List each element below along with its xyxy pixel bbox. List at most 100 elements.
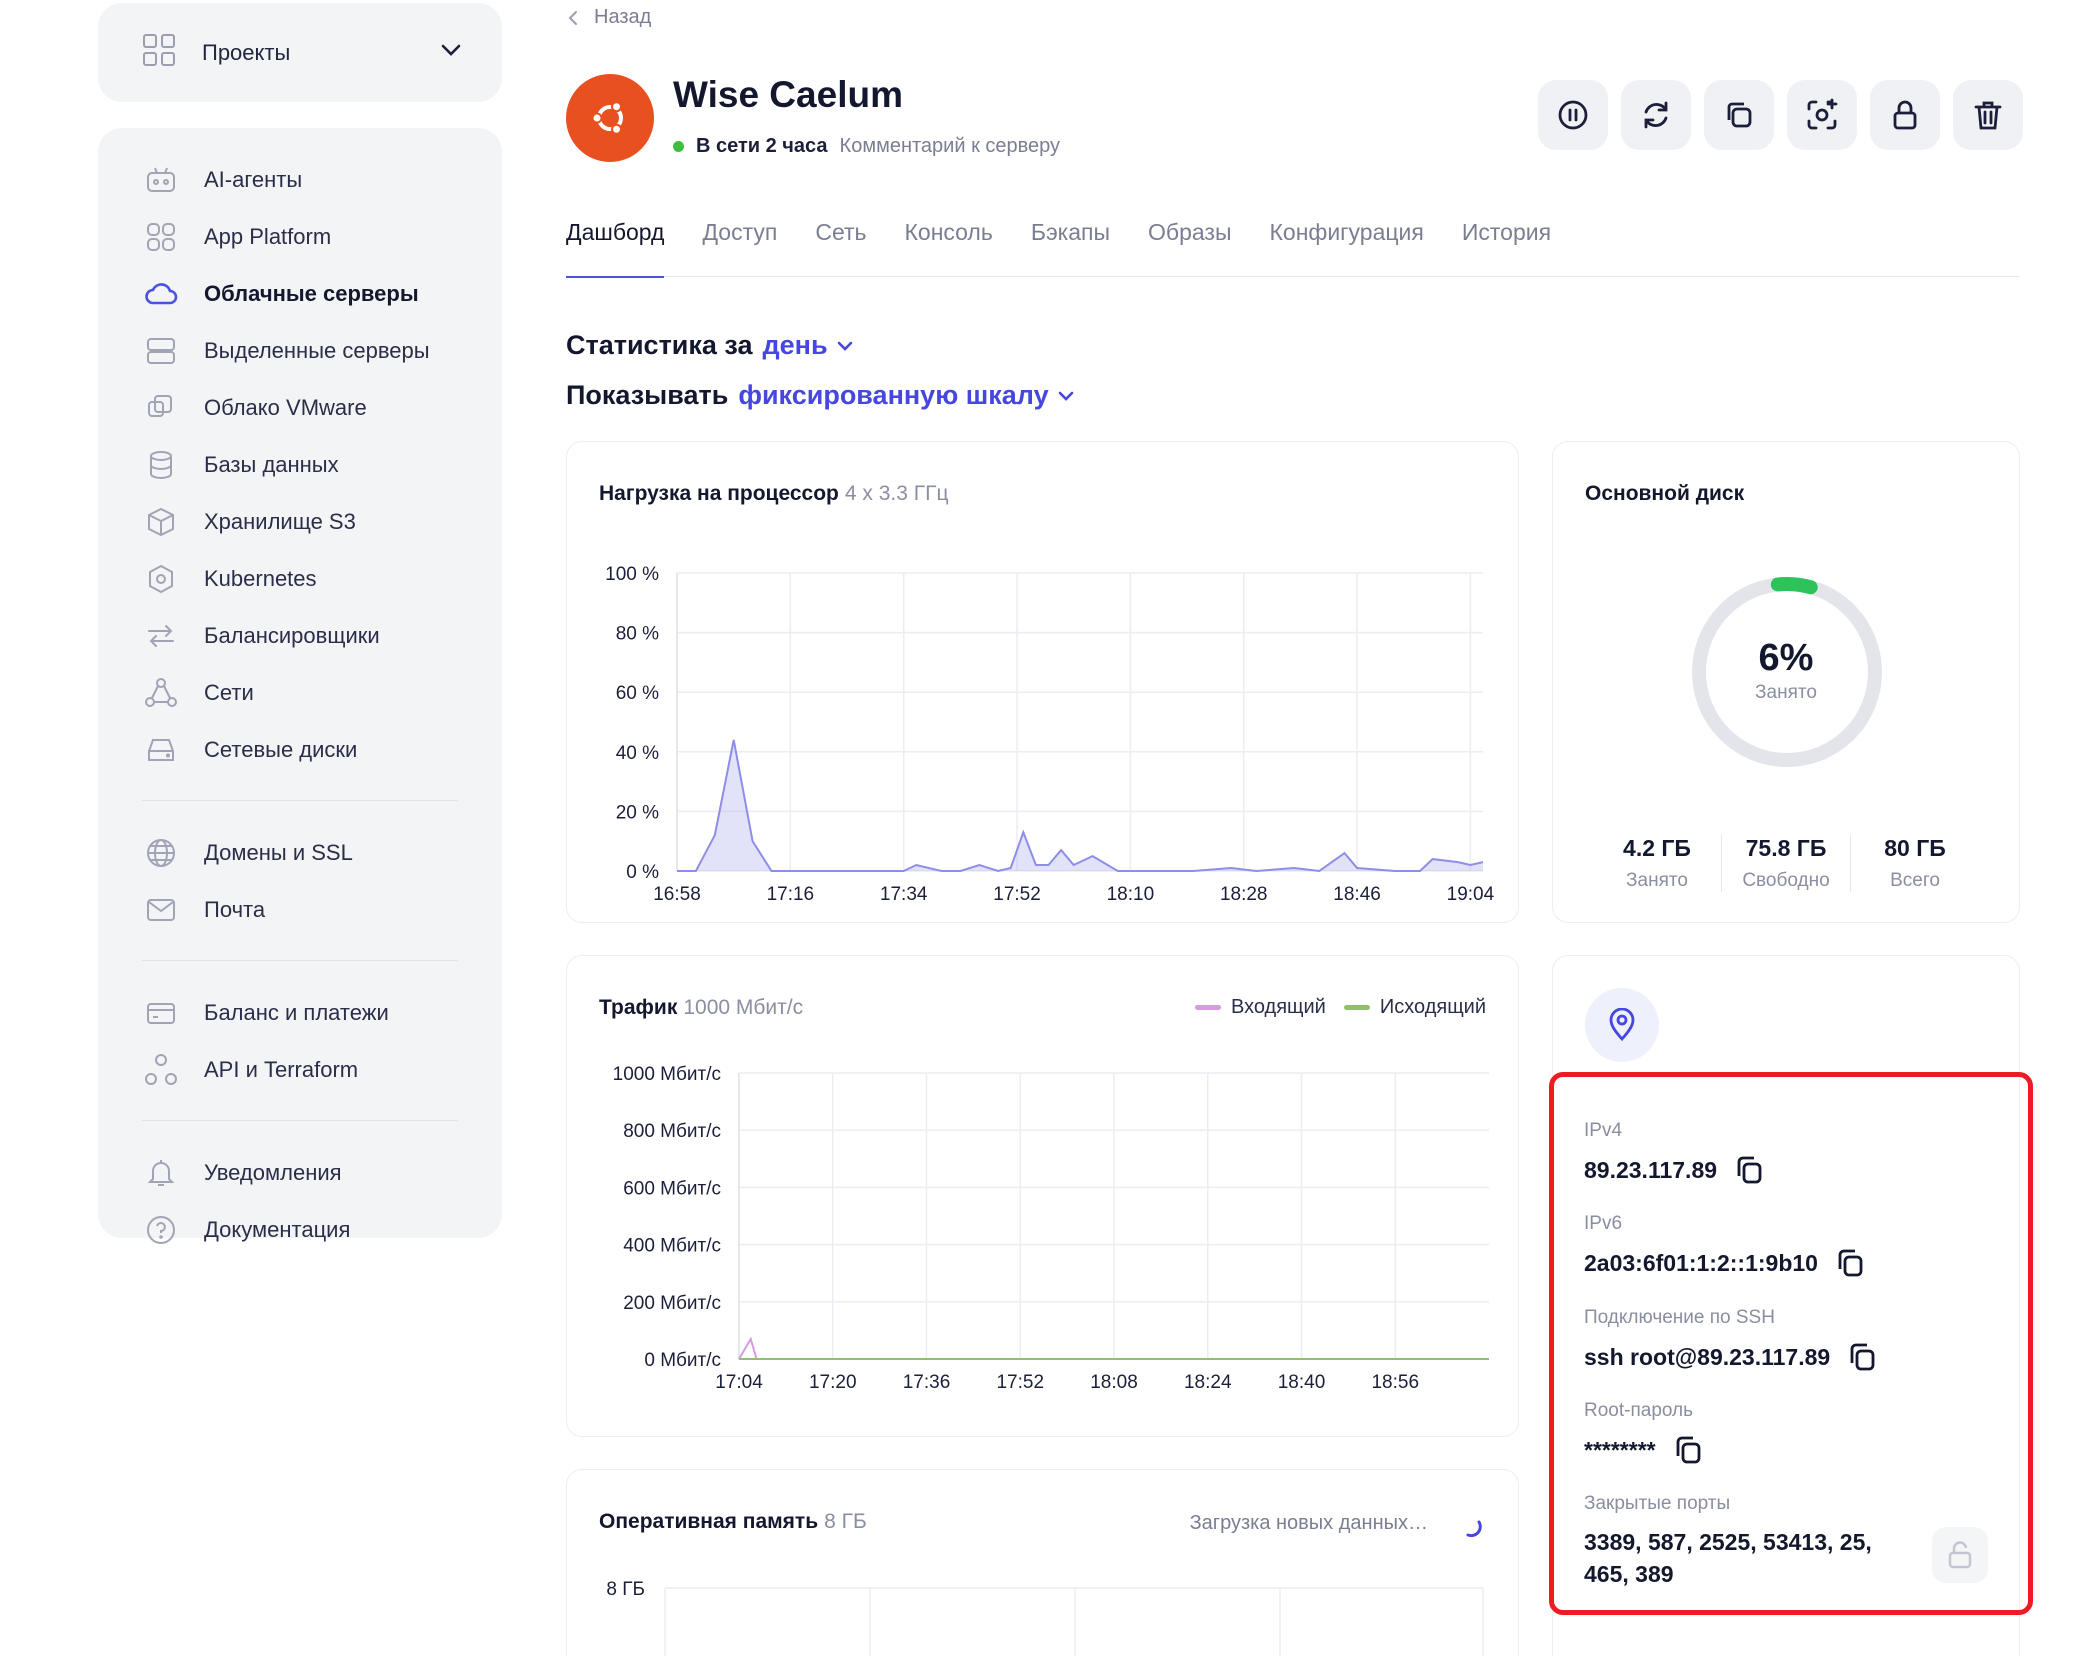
y-tick-label: 100 %: [605, 564, 659, 585]
y-tick-label: 400 Мбит/с: [623, 1236, 721, 1257]
sidebar-item-app-platform[interactable]: App Platform: [98, 208, 502, 265]
copy-icon[interactable]: [1848, 1342, 1876, 1372]
sidebar-nav: AI-агенты App Platform Облачные серверы …: [98, 128, 502, 1244]
back-link[interactable]: Назад: [568, 6, 651, 29]
stats-period: Статистика за день: [566, 330, 854, 361]
server-info: IPv4 89.23.117.89 IPv6 2a03:6f01:1:2::1:…: [1552, 955, 2020, 1655]
sidebar-item-networks[interactable]: Сети: [98, 664, 502, 721]
snapshot-button[interactable]: [1787, 80, 1857, 150]
disk-free-label: Свободно: [1742, 870, 1830, 891]
sidebar-item-label: Баланс и платежи: [204, 999, 389, 1025]
chevron-down-icon[interactable]: [1057, 390, 1075, 402]
snapshot-icon: [1807, 98, 1838, 130]
sidebar-item-notifications[interactable]: Уведомления: [98, 1144, 502, 1201]
x-tick-label: 18:10: [1107, 884, 1155, 905]
back-label: Назад: [594, 6, 652, 28]
clone-icon: [1727, 102, 1752, 128]
lock-button[interactable]: [1870, 80, 1940, 150]
closed-ports-label: Закрытые порты: [1584, 1493, 1731, 1514]
pause-icon: [1558, 100, 1588, 130]
sidebar-item-kubernetes[interactable]: Kubernetes: [98, 550, 502, 607]
series-line: [677, 739, 1484, 873]
period-dropdown[interactable]: день: [762, 330, 828, 360]
tab-images[interactable]: Образы: [1148, 219, 1232, 245]
cpu-card: Нагрузка на процессор 4 x 3.3 ГГц 100 % 80…: [566, 441, 1519, 923]
delete-button[interactable]: [1953, 80, 2023, 150]
pause-button[interactable]: [1538, 80, 1608, 150]
x-tick-label: 18:24: [1184, 1372, 1232, 1393]
server-actions: [1538, 80, 2023, 150]
sidebar-item-label: Балансировщики: [204, 622, 380, 648]
disk-percent: 6%: [1758, 637, 1814, 679]
y-tick-label: 600 Мбит/с: [623, 1178, 721, 1199]
scale-dropdown[interactable]: фиксированную шкалу: [738, 380, 1049, 410]
closed-ports-line2: 465, 389: [1584, 1561, 1674, 1587]
reboot-button[interactable]: [1621, 80, 1691, 150]
ssh-row: ssh root@89.23.117.89: [1584, 1342, 1876, 1372]
tab-console[interactable]: Консоль: [904, 219, 993, 245]
server-status: В сети 2 часа Комментарий к серверу: [673, 135, 1060, 158]
y-tick-label: 8 ГБ: [606, 1579, 645, 1600]
traffic-subtitle: 1000 Мбит/с: [683, 996, 804, 1019]
sidebar-item-domains[interactable]: Домены и SSL: [98, 824, 502, 881]
sidebar-item-network-disks[interactable]: Сетевые диски: [98, 721, 502, 778]
disk-used-value: 4.2 ГБ: [1623, 835, 1691, 861]
copy-icon[interactable]: [1735, 1155, 1763, 1185]
tab-history[interactable]: История: [1461, 219, 1552, 245]
sidebar-item-cloud-servers[interactable]: Облачные серверы: [98, 265, 502, 322]
cpu-card-title: Нагрузка на процессор 4 x 3.3 ГГц: [599, 482, 949, 506]
y-tick-label: 800 Мбит/с: [623, 1121, 721, 1142]
ipv4-label: IPv4: [1584, 1120, 1623, 1141]
clone-button[interactable]: [1704, 80, 1774, 150]
sidebar-item-billing[interactable]: Баланс и платежи: [98, 984, 502, 1041]
unlock-ports-button[interactable]: [1932, 1527, 1988, 1583]
sidebar-item-label: Выделенные серверы: [204, 337, 430, 363]
sidebar-item-label: AI-агенты: [204, 166, 303, 192]
sidebar-item-label: Почта: [204, 896, 266, 922]
disk-used-label: Занято: [1626, 870, 1688, 891]
stats-period-prefix: Статистика за: [566, 330, 753, 360]
projects-label: Проекты: [202, 39, 291, 65]
x-tick-label: 17:52: [993, 884, 1041, 905]
traffic-legend: Входящий Исходящий: [1194, 996, 1486, 1019]
comment-link[interactable]: Комментарий к серверу: [839, 135, 1061, 157]
chevron-down-icon[interactable]: [440, 43, 462, 62]
x-tick-label: 18:08: [1090, 1372, 1138, 1393]
projects-selector[interactable]: Проекты: [98, 3, 502, 102]
tab-access[interactable]: Доступ: [702, 219, 778, 245]
sidebar-item-balancers[interactable]: Балансировщики: [98, 607, 502, 664]
traffic-chart: 1000 Мбит/с 800 Мбит/с 600 Мбит/с 400 Мбит/…: [613, 1064, 1489, 1393]
disk-usage-arc: [1692, 577, 1882, 767]
copy-icon[interactable]: [1674, 1435, 1702, 1465]
x-tick-label: 18:46: [1333, 884, 1381, 905]
chevron-down-icon[interactable]: [836, 340, 854, 352]
tab-dashboard[interactable]: Дашборд: [566, 217, 665, 278]
tab-backups[interactable]: Бэкапы: [1030, 219, 1111, 245]
sidebar-item-dedicated-servers[interactable]: Выделенные серверы: [98, 322, 502, 379]
sidebar-item-s3[interactable]: Хранилище S3: [98, 493, 502, 550]
sidebar-item-label: Хранилище S3: [204, 508, 356, 534]
sidebar-item-docs[interactable]: Документация: [98, 1201, 502, 1258]
legend-outgoing-label: Исходящий: [1379, 996, 1486, 1018]
sidebar-item-label: Сети: [204, 679, 254, 705]
y-tick-label: 80 %: [616, 624, 659, 645]
tab-network[interactable]: Сеть: [815, 219, 867, 245]
sidebar-item-vmware[interactable]: Облако VMware: [98, 379, 502, 436]
unlock-icon: [1948, 1541, 1972, 1569]
highlight-box: [1549, 1072, 2033, 1615]
robot-icon: [144, 163, 178, 197]
sidebar-item-api[interactable]: API и Terraform: [98, 1041, 502, 1098]
sidebar-item-mail[interactable]: Почта: [98, 881, 502, 938]
copy-icon[interactable]: [1836, 1248, 1864, 1278]
x-tick-label: 17:16: [767, 884, 815, 905]
sidebar-item-label: Облако VMware: [204, 394, 367, 420]
tab-configuration[interactable]: Конфигурация: [1269, 219, 1424, 245]
ram-subtitle: 8 ГБ: [824, 1510, 867, 1533]
sidebar-item-databases[interactable]: Базы данных: [98, 436, 502, 493]
sidebar-item-ai-agents[interactable]: AI-агенты: [98, 151, 502, 208]
y-tick-label: 0 %: [626, 862, 659, 883]
ubuntu-logo-icon: [566, 74, 654, 162]
x-tick-label: 17:04: [715, 1372, 763, 1393]
cpu-subtitle: 4 x 3.3 ГГц: [844, 482, 949, 505]
cpu-title: Нагрузка на процессор: [599, 482, 839, 505]
